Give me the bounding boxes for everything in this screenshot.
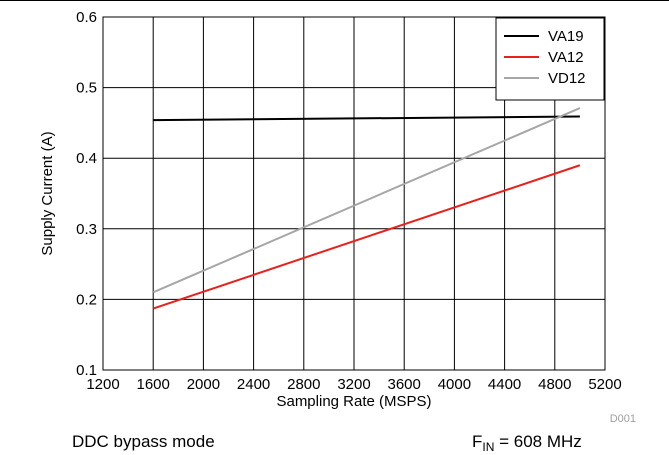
x-tick-label: 3200 xyxy=(337,376,370,393)
line-chart: 1200 1600 2000 2400 2800 3200 3600 4000 4400 4800… xyxy=(39,9,636,425)
series-lines xyxy=(152,107,581,310)
y-tick-label: 0.6 xyxy=(76,9,97,26)
legend-label-va19: VA19 xyxy=(548,28,584,45)
y-tick-label: 0.1 xyxy=(76,362,97,379)
x-tick-label: 2800 xyxy=(287,376,320,393)
x-tick-label: 5200 xyxy=(588,376,621,393)
x-tick-labels: 1200 1600 2000 2400 2800 3200 3600 4000 4400 4800… xyxy=(86,376,621,393)
x-tick-label: 4000 xyxy=(438,376,471,393)
caption-right-prefix: F xyxy=(472,432,483,451)
x-axis-label: Sampling Rate (MSPS) xyxy=(276,393,431,410)
series-line-va12 xyxy=(152,164,581,310)
y-tick-label: 0.3 xyxy=(76,221,97,238)
caption-right: FIN = 608 MHz xyxy=(472,432,582,454)
series-line-va19 xyxy=(153,115,580,122)
legend-label-vd12: VD12 xyxy=(548,70,586,87)
y-axis-label: Supply Current (A) xyxy=(39,131,56,255)
x-tick-label: 1200 xyxy=(86,376,119,393)
y-tick-label: 0.2 xyxy=(76,291,97,308)
legend: VA19 VA12 VD12 xyxy=(495,17,605,101)
top-rule xyxy=(0,0,669,1)
legend-label-va12: VA12 xyxy=(548,49,584,66)
x-tick-label: 4400 xyxy=(488,376,521,393)
series-line-vd12 xyxy=(152,107,581,294)
x-tick-label: 2400 xyxy=(237,376,270,393)
caption-right-subscript: IN xyxy=(482,440,495,454)
caption-right-suffix: = 608 MHz xyxy=(494,432,582,451)
watermark-label: D001 xyxy=(610,413,636,425)
y-tick-label: 0.5 xyxy=(76,80,97,97)
plot-frame xyxy=(102,16,606,371)
x-tick-label: 3600 xyxy=(388,376,421,393)
x-tick-label: 1600 xyxy=(137,376,170,393)
y-tick-label: 0.4 xyxy=(76,150,97,167)
legend-box xyxy=(495,17,605,101)
caption-left: DDC bypass mode xyxy=(72,432,215,451)
x-tick-label: 4800 xyxy=(538,376,571,393)
x-tick-label: 2000 xyxy=(187,376,220,393)
y-tick-labels: 0.1 0.2 0.3 0.4 0.5 0.6 xyxy=(76,9,97,379)
